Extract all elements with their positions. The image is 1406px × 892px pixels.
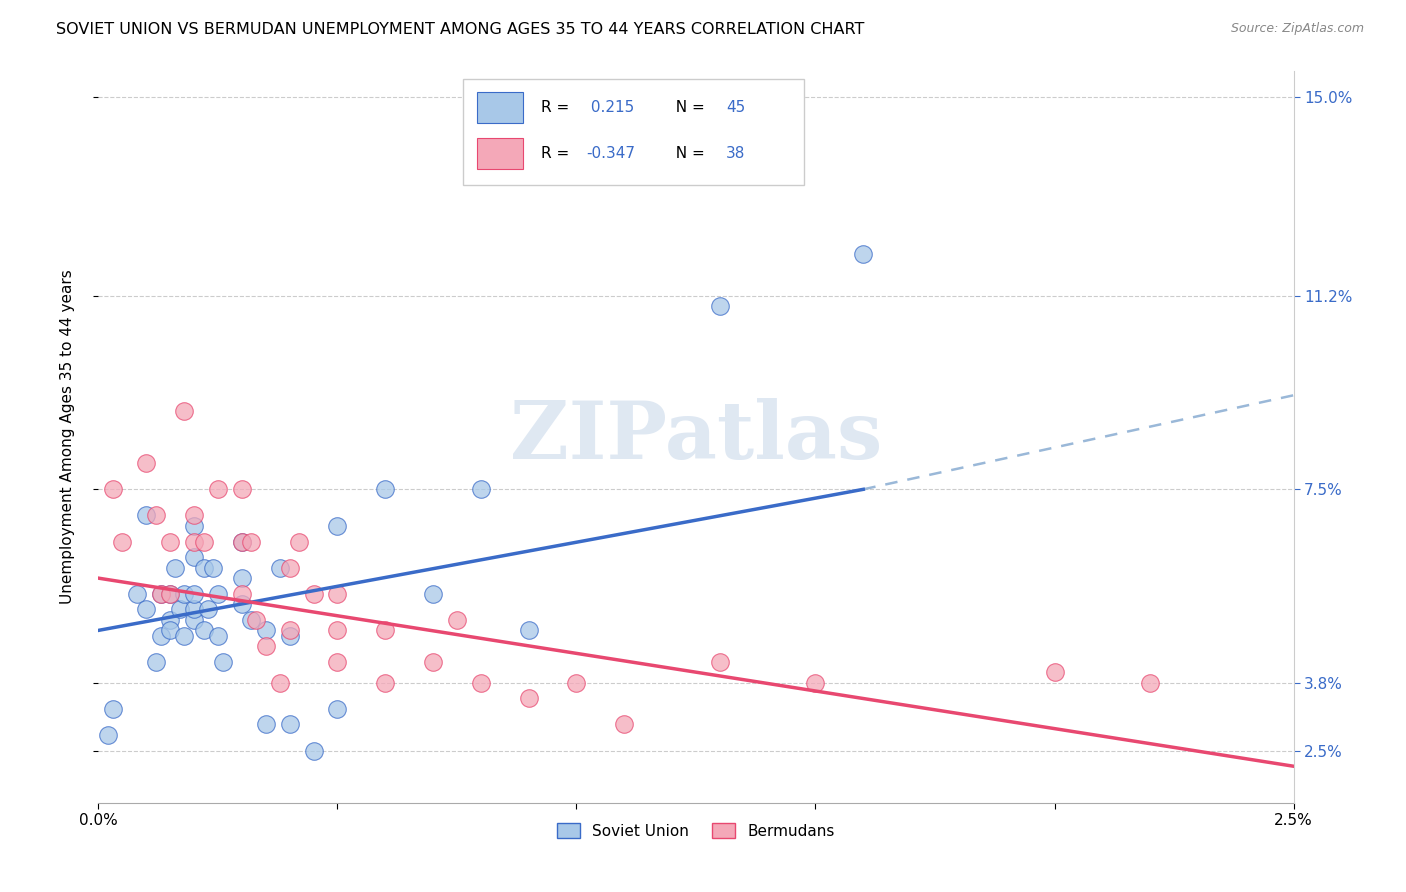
Point — [231, 587, 253, 601]
Point — [326, 519, 349, 533]
Point — [159, 587, 181, 601]
Point — [326, 702, 349, 716]
FancyBboxPatch shape — [463, 78, 804, 185]
Point — [135, 508, 157, 523]
Point — [197, 602, 219, 616]
Point — [149, 629, 172, 643]
Text: ZIPatlas: ZIPatlas — [510, 398, 882, 476]
Point — [183, 602, 205, 616]
Point — [1139, 675, 1161, 690]
Point — [804, 675, 827, 690]
Point — [202, 560, 225, 574]
Point — [183, 587, 205, 601]
Point — [159, 534, 181, 549]
Point — [173, 587, 195, 601]
Point — [326, 587, 349, 601]
Point — [97, 728, 120, 742]
Point — [211, 655, 233, 669]
Point — [269, 675, 291, 690]
Point — [207, 587, 229, 601]
Point — [159, 624, 181, 638]
Point — [207, 629, 229, 643]
Point — [613, 717, 636, 731]
Point — [565, 675, 588, 690]
Point — [326, 655, 349, 669]
FancyBboxPatch shape — [477, 92, 523, 122]
Point — [470, 483, 492, 497]
Point — [517, 624, 540, 638]
Point — [852, 247, 875, 261]
Text: R =: R = — [541, 100, 574, 115]
Point — [163, 560, 186, 574]
Point — [231, 597, 253, 611]
Point — [254, 624, 277, 638]
Point — [207, 483, 229, 497]
Point — [374, 483, 396, 497]
Point — [231, 534, 253, 549]
Text: 38: 38 — [725, 145, 745, 161]
Text: SOVIET UNION VS BERMUDAN UNEMPLOYMENT AMONG AGES 35 TO 44 YEARS CORRELATION CHAR: SOVIET UNION VS BERMUDAN UNEMPLOYMENT AM… — [56, 22, 865, 37]
Text: N =: N = — [666, 100, 710, 115]
Point — [302, 587, 325, 601]
Y-axis label: Unemployment Among Ages 35 to 44 years: Unemployment Among Ages 35 to 44 years — [60, 269, 75, 605]
Point — [470, 675, 492, 690]
Point — [183, 550, 205, 565]
Point — [231, 571, 253, 585]
Point — [231, 483, 253, 497]
Point — [302, 743, 325, 757]
Point — [173, 404, 195, 418]
Point — [709, 655, 731, 669]
Point — [193, 624, 215, 638]
Point — [169, 602, 191, 616]
Point — [278, 560, 301, 574]
Point — [159, 587, 181, 601]
Point — [269, 560, 291, 574]
Point — [422, 655, 444, 669]
Point — [374, 624, 396, 638]
Point — [159, 613, 181, 627]
Point — [183, 508, 205, 523]
Point — [183, 519, 205, 533]
Point — [517, 691, 540, 706]
Point — [135, 456, 157, 470]
Point — [278, 629, 301, 643]
Point — [1043, 665, 1066, 680]
FancyBboxPatch shape — [477, 138, 523, 169]
Point — [288, 534, 311, 549]
Text: R =: R = — [541, 145, 574, 161]
Point — [183, 534, 205, 549]
Text: -0.347: -0.347 — [586, 145, 636, 161]
Point — [149, 587, 172, 601]
Point — [135, 602, 157, 616]
Legend: Soviet Union, Bermudans: Soviet Union, Bermudans — [550, 815, 842, 847]
Point — [278, 624, 301, 638]
Text: N =: N = — [666, 145, 710, 161]
Point — [125, 587, 148, 601]
Point — [374, 675, 396, 690]
Point — [149, 587, 172, 601]
Point — [240, 534, 263, 549]
Point — [101, 702, 124, 716]
Point — [193, 534, 215, 549]
Text: 45: 45 — [725, 100, 745, 115]
Text: 0.215: 0.215 — [586, 100, 634, 115]
Point — [111, 534, 134, 549]
Point — [446, 613, 468, 627]
Point — [326, 624, 349, 638]
Point — [240, 613, 263, 627]
Point — [145, 508, 167, 523]
Point — [173, 629, 195, 643]
Point — [278, 717, 301, 731]
Point — [101, 483, 124, 497]
Point — [231, 534, 253, 549]
Point — [193, 560, 215, 574]
Text: Source: ZipAtlas.com: Source: ZipAtlas.com — [1230, 22, 1364, 36]
Point — [183, 613, 205, 627]
Point — [422, 587, 444, 601]
Point — [245, 613, 267, 627]
Point — [254, 639, 277, 653]
Point — [254, 717, 277, 731]
Point — [709, 300, 731, 314]
Point — [145, 655, 167, 669]
